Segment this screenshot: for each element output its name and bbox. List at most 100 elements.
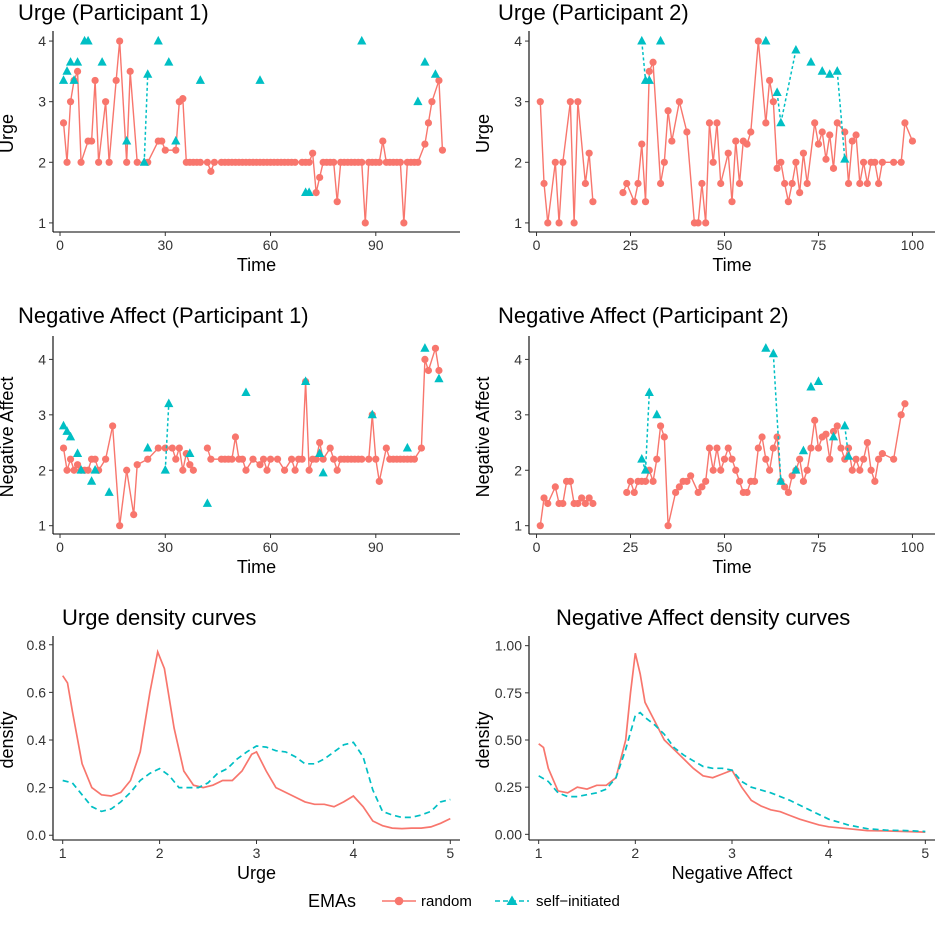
data-point-random <box>400 219 408 227</box>
data-point-random <box>901 400 909 408</box>
x-tick-label: 25 <box>623 539 639 555</box>
series-line-segment <box>562 481 568 504</box>
data-point-self-initiated <box>255 75 265 84</box>
data-point-random <box>358 455 366 463</box>
data-point-random <box>705 444 714 452</box>
data-point-self-initiated <box>318 467 328 477</box>
chart-urge-density: Urge density curves 1 2 3 4 5 0.0 0.2 0.4 0.6 0.8 U… <box>0 605 460 883</box>
data-point-random <box>769 444 777 452</box>
data-point-random <box>361 219 369 227</box>
data-point-random <box>638 140 646 148</box>
x-tick-label: 0 <box>56 237 64 253</box>
data-point-random <box>833 119 841 127</box>
data-point-random <box>713 444 721 452</box>
x-tick-label: 90 <box>368 237 384 253</box>
series-line-segment <box>434 348 440 371</box>
x-tick-label: 50 <box>717 539 733 555</box>
data-point-random <box>822 430 830 438</box>
data-point-random <box>811 119 819 127</box>
data-point-random <box>687 472 695 480</box>
data-point-random <box>63 466 71 474</box>
data-point-random <box>709 466 717 474</box>
data-point-random <box>154 444 162 452</box>
data-point-random <box>312 455 320 463</box>
data-point-random <box>179 95 187 103</box>
y-tick-label: 0.8 <box>27 637 47 653</box>
data-point-random <box>555 219 563 227</box>
data-point-self-initiated <box>301 376 311 385</box>
y-tick-label: 2 <box>514 462 522 478</box>
data-point-random <box>305 158 313 166</box>
data-point-self-initiated <box>776 117 786 127</box>
y-tick-label: 0.4 <box>27 732 47 748</box>
series-line-segment <box>832 122 838 169</box>
series-line-segment <box>652 62 662 184</box>
data-point-random <box>168 444 176 452</box>
data-point-random <box>375 477 383 485</box>
data-point-random <box>109 422 117 430</box>
chart-p1-na: Negative Affect (Participant 1) 0 30 60 90 1 2… <box>0 303 460 577</box>
data-point-random <box>280 466 289 474</box>
series-dashed-segment <box>836 71 846 160</box>
data-point-random <box>901 119 909 127</box>
data-point-random <box>702 219 710 227</box>
data-point-random <box>91 76 99 85</box>
x-tick-label: 4 <box>350 845 358 861</box>
series-dashed-segment <box>644 392 651 471</box>
data-point-random <box>273 455 282 463</box>
y-tick-label: 4 <box>514 351 522 367</box>
series-line-segment <box>438 80 444 151</box>
data-point-random <box>566 477 574 485</box>
data-point-random <box>867 466 875 474</box>
series-line-segment <box>765 80 771 123</box>
x-tick-label: 75 <box>811 539 827 555</box>
data-point-random <box>683 477 691 485</box>
data-point-self-initiated <box>62 66 72 75</box>
data-point-random <box>732 137 740 145</box>
series-line-segment <box>336 162 342 202</box>
y-tick-label: 3 <box>514 407 522 423</box>
data-point-self-initiated <box>806 381 816 391</box>
series-line-segment <box>371 414 377 460</box>
series-line-segment <box>368 414 373 460</box>
data-point-random <box>702 477 710 485</box>
data-point-random <box>66 455 75 463</box>
data-point-random <box>249 455 257 463</box>
series-line-segment <box>821 131 827 160</box>
series-line-segment <box>97 101 107 163</box>
data-point-random <box>717 466 725 474</box>
y-axis-label: density <box>0 711 17 768</box>
series-line-segment <box>731 141 737 202</box>
data-point-self-initiated <box>72 57 83 66</box>
data-point-random <box>623 179 631 188</box>
data-point-random <box>438 146 447 154</box>
series-line-segment <box>667 492 677 526</box>
data-point-random <box>762 455 770 463</box>
series-random <box>538 653 926 833</box>
x-axis-label: Time <box>712 255 751 275</box>
series-line-segment <box>701 183 707 223</box>
data-point-self-initiated <box>402 442 412 452</box>
data-point-random <box>238 455 247 463</box>
data-point-self-initiated <box>644 387 654 397</box>
data-point-random <box>59 119 68 127</box>
data-point-random <box>203 444 211 452</box>
series-dashed-segment <box>776 92 782 123</box>
data-point-self-initiated <box>825 69 835 78</box>
data-point-random <box>130 510 138 519</box>
data-point-random <box>897 411 905 419</box>
data-point-random <box>435 366 443 375</box>
data-point-random <box>694 488 702 497</box>
x-tick-label: 30 <box>157 539 173 555</box>
data-point-random <box>803 179 811 188</box>
series-line-segment <box>829 134 835 169</box>
data-point-self-initiated <box>164 398 174 408</box>
data-point-random <box>788 179 796 188</box>
chart-title: Urge density curves <box>62 605 256 630</box>
data-point-random <box>112 76 120 85</box>
data-point-random <box>203 158 211 166</box>
data-point-self-initiated <box>69 75 79 84</box>
data-point-random <box>852 455 860 463</box>
data-point-self-initiated <box>76 465 86 474</box>
y-tick-label: 2 <box>38 154 46 170</box>
